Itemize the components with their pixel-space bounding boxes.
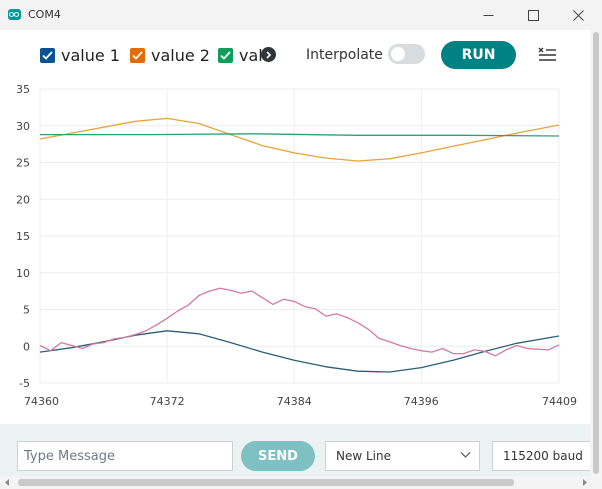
run-button[interactable]: RUN (441, 41, 516, 69)
horizontal-scroll-thumb[interactable] (18, 479, 514, 486)
window-title: COM4 (28, 8, 61, 21)
series-line-2 (39, 117, 560, 162)
message-input[interactable] (17, 441, 233, 471)
interpolate-label: Interpolate (306, 47, 383, 63)
clear-list-icon (538, 47, 556, 61)
checkbox-value-2[interactable] (130, 47, 145, 63)
y-tick-label: 0 (23, 340, 30, 353)
chevron-right-icon (266, 50, 272, 59)
y-tick-label: 20 (16, 193, 30, 206)
y-tick-label: -5 (19, 377, 30, 390)
x-tick-label: 74409 (542, 395, 577, 408)
title-bar: COM4 (0, 0, 602, 30)
serial-plot: 35 30 25 20 15 10 5 0 -5 74360 74372 74384 74396 744… (16, 83, 577, 408)
minimize-icon (483, 14, 493, 16)
chevron-down-icon (460, 452, 471, 458)
legend-item-value-2[interactable]: value 2 (130, 45, 210, 65)
vertical-scrollbar[interactable] (590, 30, 602, 476)
plotter-toolbar: value 1 value 2 value 3 Interpolate RUN (0, 30, 590, 80)
horizontal-scrollbar[interactable] (0, 476, 602, 489)
series-line-3 (40, 133, 560, 137)
series-line-4 (39, 287, 560, 357)
y-tick-label: 15 (16, 230, 30, 243)
y-tick-label: 5 (23, 304, 30, 317)
legend-label-value-3: value 3 (239, 46, 262, 64)
minimize-button[interactable] (466, 2, 510, 28)
send-button[interactable]: SEND (241, 441, 315, 471)
close-button[interactable] (556, 2, 600, 28)
plot-grid (39, 88, 560, 384)
vertical-scroll-thumb[interactable] (593, 32, 599, 474)
toggle-knob (391, 47, 405, 61)
checkbox-value-3[interactable] (218, 47, 233, 63)
legend-label-value-1: value 1 (61, 45, 120, 65)
interpolate-toggle[interactable] (388, 44, 425, 64)
legend-label-value-2: value 2 (151, 45, 210, 65)
x-axis-ticks: 74360 74372 74384 74396 74409 (24, 395, 577, 408)
check-icon (42, 50, 53, 60)
x-tick-label: 74384 (277, 395, 312, 408)
y-tick-label: 25 (16, 157, 30, 170)
y-axis-ticks: 35 30 25 20 15 10 5 0 -5 (16, 83, 30, 390)
y-tick-label: 35 (16, 83, 30, 96)
y-tick-label: 10 (16, 267, 30, 280)
check-icon (220, 50, 231, 60)
x-tick-label: 74396 (404, 395, 439, 408)
scroll-right-icon[interactable] (582, 479, 588, 486)
checkbox-value-1[interactable] (40, 47, 55, 63)
message-bar: SEND New Line 115200 baud (0, 424, 590, 476)
y-tick-label: 30 (16, 120, 30, 133)
x-tick-label: 74372 (150, 395, 185, 408)
close-icon (572, 9, 584, 21)
maximize-button[interactable] (511, 2, 555, 28)
legend-item-value-1[interactable]: value 1 (40, 45, 120, 65)
line-ending-value: New Line (336, 449, 391, 463)
line-ending-select[interactable]: New Line (325, 441, 480, 471)
legend-item-value-3[interactable]: value 3 (218, 46, 262, 64)
arduino-app-icon (8, 9, 21, 20)
clear-menu-button[interactable] (537, 44, 557, 64)
scroll-left-icon[interactable] (4, 479, 10, 486)
legend-scroll-right-button[interactable] (261, 47, 276, 62)
plot-series (39, 117, 560, 373)
baud-rate-select[interactable]: 115200 baud (492, 441, 590, 471)
x-tick-label: 74360 (24, 395, 59, 408)
maximize-icon (527, 9, 539, 21)
check-icon (132, 50, 143, 60)
baud-rate-value: 115200 baud (503, 449, 583, 463)
